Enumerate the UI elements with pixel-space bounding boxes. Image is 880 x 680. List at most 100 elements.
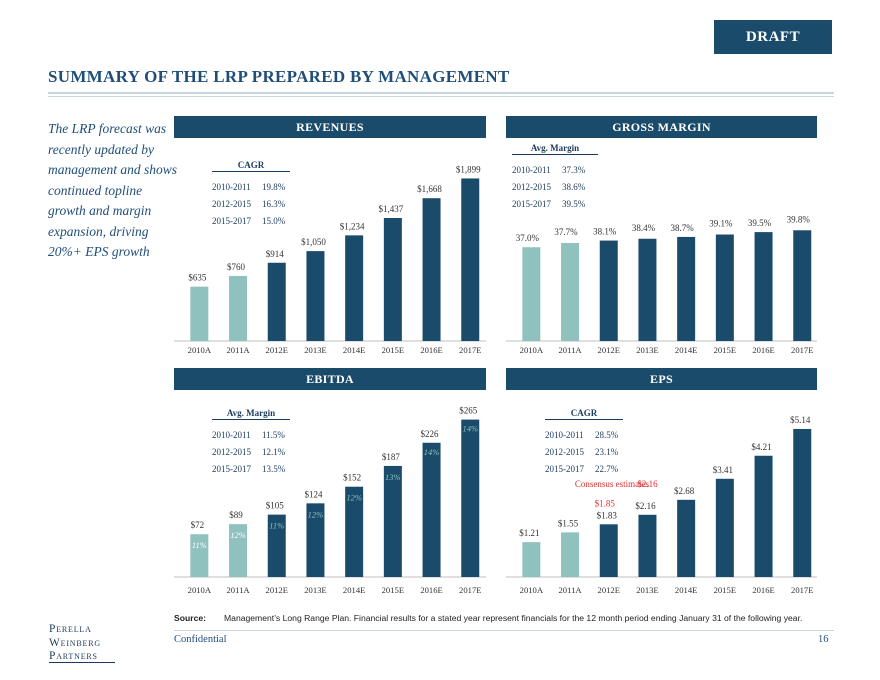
category-label: 2010A <box>520 585 544 595</box>
margin-label: 11% <box>269 521 284 531</box>
bar-2016E <box>422 442 441 577</box>
footer-rule <box>174 630 834 631</box>
intro-text: The LRP forecast was recently updated by… <box>48 121 177 259</box>
data-label: $2.68 <box>674 486 695 496</box>
bar-2017E <box>793 428 812 577</box>
source-note: Source: Management’s Long Range Plan. Fin… <box>174 613 802 623</box>
category-label: 2014E <box>675 585 697 595</box>
consensus-estimates-label: Consensus estimates <box>575 479 650 489</box>
data-label: $4.21 <box>751 442 771 452</box>
data-label: $187 <box>382 452 401 462</box>
data-label: $635 <box>188 273 207 283</box>
bar-2012E <box>267 262 286 341</box>
margin-label: 12% <box>346 493 362 503</box>
consensus-label: $2.16 <box>637 479 658 489</box>
info-row: 2012-2015 16.3% <box>212 198 286 209</box>
info-box-header: CAGR <box>212 160 290 172</box>
category-label: 2017E <box>459 345 481 355</box>
category-label: 2012E <box>266 585 288 595</box>
info-row: 2015-2017 22.7% <box>545 463 619 474</box>
margin-label: 11% <box>192 540 207 550</box>
data-label: $1.55 <box>558 518 579 528</box>
bar-2013E <box>638 238 657 341</box>
data-label: $1,050 <box>301 237 326 247</box>
data-label: $2.16 <box>635 501 656 511</box>
category-label: 2017E <box>459 585 481 595</box>
revenues-cagr-box: CAGR 2010-2011 19.8% 2012-2015 16.3% 2015-… <box>212 160 290 229</box>
info-box-header: Avg. Margin <box>512 143 598 155</box>
margin-label: 12% <box>230 530 246 540</box>
data-label: $89 <box>229 510 243 520</box>
data-label: 38.4% <box>632 223 656 233</box>
bar-2010A <box>190 286 209 341</box>
data-label: $265 <box>459 406 478 416</box>
data-label: $1,234 <box>340 221 365 231</box>
category-label: 2011A <box>227 345 251 355</box>
data-label: 37.0% <box>516 233 540 243</box>
company-logo: Perella Weinberg Partners <box>49 623 101 664</box>
eps-panel-header: EPS <box>506 368 817 390</box>
data-label: $1,668 <box>417 184 442 194</box>
category-label: 2015E <box>714 345 736 355</box>
bar-2013E <box>306 503 325 577</box>
category-label: 2015E <box>382 345 404 355</box>
data-label: 37.7% <box>554 227 578 237</box>
data-label: $1.83 <box>597 510 618 520</box>
data-label: $152 <box>343 473 361 483</box>
data-label: $1,437 <box>378 204 403 214</box>
data-label: $105 <box>266 501 285 511</box>
confidential-label: Confidential <box>174 634 227 645</box>
category-label: 2016E <box>420 345 442 355</box>
bar-2012E <box>267 514 286 577</box>
info-row: 2015-2017 15.0% <box>212 215 286 226</box>
bar-2017E <box>793 230 812 341</box>
bar-2016E <box>754 232 773 341</box>
data-label: $226 <box>421 429 440 439</box>
bar-2014E <box>345 486 364 577</box>
bar-2010A <box>190 534 209 577</box>
category-label: 2016E <box>752 585 774 595</box>
logo-line-1: Perella <box>49 623 92 635</box>
data-label: 39.8% <box>787 214 811 224</box>
data-label: $1,899 <box>456 164 481 174</box>
category-label: 2013E <box>304 585 326 595</box>
category-label: 2010A <box>188 585 212 595</box>
revenues-chart: $635 2010A $760 2011A $914 2012E $1,050 2013E $1… <box>174 164 486 355</box>
info-row: 2010-2011 28.5% <box>545 429 619 440</box>
category-label: 2012E <box>598 585 620 595</box>
data-label: $72 <box>191 520 205 530</box>
bar-2017E <box>461 419 480 577</box>
bar-2011A <box>561 532 580 577</box>
page-number: 16 <box>818 634 829 645</box>
category-label: 2011A <box>559 345 583 355</box>
margin-label: 14% <box>424 447 440 457</box>
info-row: 2010-2011 37.3% <box>512 164 586 175</box>
source-label: Source: <box>174 613 206 623</box>
bar-2016E <box>422 198 441 341</box>
bar-2015E <box>383 465 402 577</box>
bar-2013E <box>306 251 325 341</box>
bar-2017E <box>461 178 480 341</box>
ebitda-panel-header: EBITDA <box>174 368 486 390</box>
data-label: $124 <box>304 489 323 499</box>
gross-margin-panel-header: GROSS MARGIN <box>506 116 817 138</box>
info-row: 2015-2017 39.5% <box>512 198 586 209</box>
category-label: 2010A <box>188 345 212 355</box>
gross-margin-chart: 37.0% 2010A 37.7% 2011A 38.1% 2012E 38.4% 2013E… <box>506 214 817 355</box>
bar-2014E <box>345 235 364 341</box>
info-row: 2010-2011 11.5% <box>212 429 285 440</box>
bar-2010A <box>522 247 541 341</box>
title-rule <box>48 92 834 94</box>
category-label: 2013E <box>304 345 326 355</box>
info-row: 2012-2015 23.1% <box>545 446 619 457</box>
category-label: 2017E <box>791 585 813 595</box>
data-label: 38.7% <box>671 223 695 233</box>
category-label: 2016E <box>420 585 442 595</box>
eps-chart: $1.21 2010A $1.55 2011A $1.83 2012E $1.85 $2.16… <box>506 415 817 595</box>
category-label: 2014E <box>675 345 697 355</box>
bar-2012E <box>599 240 618 341</box>
margin-label: 13% <box>385 472 401 482</box>
data-label: $914 <box>266 249 285 259</box>
category-label: 2015E <box>382 585 404 595</box>
ebitda-chart: $72 2010A 11% $89 2011A 12% $105 2012E 11% $124 20… <box>174 406 486 595</box>
